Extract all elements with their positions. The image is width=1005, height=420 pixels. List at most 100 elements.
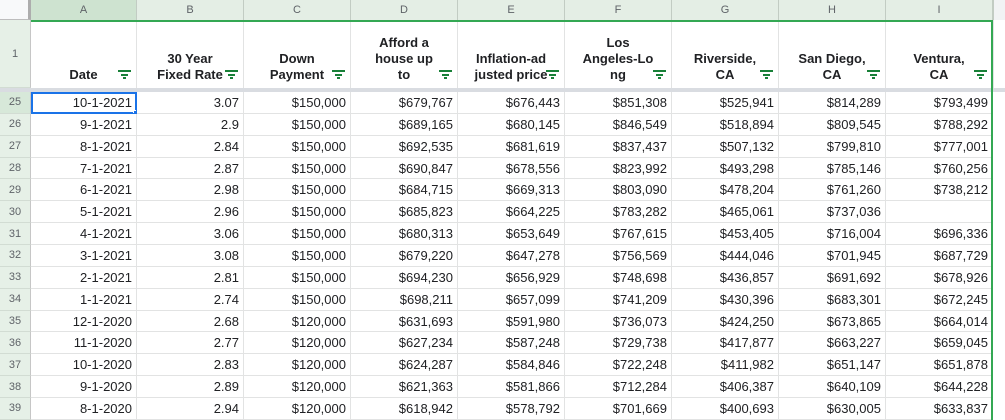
cell-a29[interactable]: 6-1-2021 bbox=[31, 179, 137, 202]
filter-icon[interactable] bbox=[760, 70, 773, 79]
cell-c36[interactable]: $120,000 bbox=[244, 332, 351, 355]
cell-i27[interactable]: $777,001 bbox=[886, 135, 993, 158]
cell-i26[interactable]: $788,292 bbox=[886, 113, 993, 136]
cell-h27[interactable]: $799,810 bbox=[779, 135, 886, 158]
cell-a38[interactable]: 9-1-2020 bbox=[31, 376, 137, 399]
cell-d30[interactable]: $685,823 bbox=[351, 201, 458, 224]
row-header-32[interactable]: 32 bbox=[0, 245, 31, 267]
column-header-g[interactable]: G bbox=[672, 0, 779, 20]
cell-d39[interactable]: $618,942 bbox=[351, 398, 458, 420]
cell-a26[interactable]: 9-1-2021 bbox=[31, 113, 137, 136]
header-cell-b[interactable]: 30 Year Fixed Rate bbox=[137, 20, 244, 88]
cell-a36[interactable]: 11-1-2020 bbox=[31, 332, 137, 355]
column-header-b[interactable]: B bbox=[137, 0, 244, 20]
cell-c33[interactable]: $150,000 bbox=[244, 266, 351, 289]
cell-h30[interactable]: $737,036 bbox=[779, 201, 886, 224]
cell-d34[interactable]: $698,211 bbox=[351, 288, 458, 311]
cell-e33[interactable]: $656,929 bbox=[458, 266, 565, 289]
row-header-30[interactable]: 30 bbox=[0, 201, 31, 224]
filter-icon[interactable] bbox=[546, 70, 559, 79]
cell-b25[interactable]: 3.07 bbox=[137, 92, 244, 114]
row-header-26[interactable]: 26 bbox=[0, 113, 31, 136]
cell-c28[interactable]: $150,000 bbox=[244, 157, 351, 180]
cell-e34[interactable]: $657,099 bbox=[458, 288, 565, 311]
cell-h31[interactable]: $716,004 bbox=[779, 223, 886, 246]
cell-b26[interactable]: 2.9 bbox=[137, 113, 244, 136]
cell-a30[interactable]: 5-1-2021 bbox=[31, 201, 137, 224]
cell-g38[interactable]: $406,387 bbox=[672, 376, 779, 399]
header-cell-e[interactable]: Inflation-ad justed price bbox=[458, 20, 565, 88]
filter-icon[interactable] bbox=[867, 70, 880, 79]
cell-i32[interactable]: $687,729 bbox=[886, 245, 993, 267]
column-header-a[interactable]: A bbox=[31, 0, 137, 20]
cell-g35[interactable]: $424,250 bbox=[672, 310, 779, 333]
row-header-28[interactable]: 28 bbox=[0, 157, 31, 180]
cell-c26[interactable]: $150,000 bbox=[244, 113, 351, 136]
cell-d35[interactable]: $631,693 bbox=[351, 310, 458, 333]
cell-i25[interactable]: $793,499 bbox=[886, 92, 993, 114]
row-header-34[interactable]: 34 bbox=[0, 288, 31, 311]
cell-a28[interactable]: 7-1-2021 bbox=[31, 157, 137, 180]
row-header-25[interactable]: 25 bbox=[0, 92, 31, 114]
cell-g26[interactable]: $518,894 bbox=[672, 113, 779, 136]
row-header-36[interactable]: 36 bbox=[0, 332, 31, 355]
cell-d28[interactable]: $690,847 bbox=[351, 157, 458, 180]
cell-h34[interactable]: $683,301 bbox=[779, 288, 886, 311]
filter-icon[interactable] bbox=[225, 70, 238, 79]
fill-handle[interactable] bbox=[133, 109, 136, 113]
cell-f34[interactable]: $741,209 bbox=[565, 288, 672, 311]
cell-g34[interactable]: $430,396 bbox=[672, 288, 779, 311]
cell-e32[interactable]: $647,278 bbox=[458, 245, 565, 267]
cell-d37[interactable]: $624,287 bbox=[351, 354, 458, 377]
cell-f27[interactable]: $837,437 bbox=[565, 135, 672, 158]
cell-c25[interactable]: $150,000 bbox=[244, 92, 351, 114]
cell-g28[interactable]: $493,298 bbox=[672, 157, 779, 180]
cell-i29[interactable]: $738,212 bbox=[886, 179, 993, 202]
cell-g37[interactable]: $411,982 bbox=[672, 354, 779, 377]
header-cell-f[interactable]: Los Angeles-Lo ng bbox=[565, 20, 672, 88]
cell-f31[interactable]: $767,615 bbox=[565, 223, 672, 246]
header-cell-d[interactable]: Afford a house up to bbox=[351, 20, 458, 88]
filter-icon[interactable] bbox=[118, 70, 131, 79]
cell-c39[interactable]: $120,000 bbox=[244, 398, 351, 420]
cell-c38[interactable]: $120,000 bbox=[244, 376, 351, 399]
cell-a39[interactable]: 8-1-2020 bbox=[31, 398, 137, 420]
cell-i38[interactable]: $644,228 bbox=[886, 376, 993, 399]
cell-d33[interactable]: $694,230 bbox=[351, 266, 458, 289]
cell-a25[interactable]: 10-1-2021 bbox=[31, 92, 137, 114]
cell-d32[interactable]: $679,220 bbox=[351, 245, 458, 267]
filter-icon[interactable] bbox=[332, 70, 345, 79]
cell-e25[interactable]: $676,443 bbox=[458, 92, 565, 114]
cell-i30[interactable] bbox=[886, 201, 993, 224]
cell-f38[interactable]: $712,284 bbox=[565, 376, 672, 399]
cell-h37[interactable]: $651,147 bbox=[779, 354, 886, 377]
row-header-37[interactable]: 37 bbox=[0, 354, 31, 377]
cell-i31[interactable]: $696,336 bbox=[886, 223, 993, 246]
cell-c37[interactable]: $120,000 bbox=[244, 354, 351, 377]
cell-i33[interactable]: $678,926 bbox=[886, 266, 993, 289]
cell-e38[interactable]: $581,866 bbox=[458, 376, 565, 399]
cell-h28[interactable]: $785,146 bbox=[779, 157, 886, 180]
cell-c27[interactable]: $150,000 bbox=[244, 135, 351, 158]
cell-d27[interactable]: $692,535 bbox=[351, 135, 458, 158]
header-cell-c[interactable]: Down Payment bbox=[244, 20, 351, 88]
cell-f39[interactable]: $701,669 bbox=[565, 398, 672, 420]
cell-d38[interactable]: $621,363 bbox=[351, 376, 458, 399]
cell-e39[interactable]: $578,792 bbox=[458, 398, 565, 420]
cell-b32[interactable]: 3.08 bbox=[137, 245, 244, 267]
row-header-1[interactable]: 1 bbox=[0, 20, 31, 88]
header-cell-g[interactable]: Riverside, CA bbox=[672, 20, 779, 88]
cell-b27[interactable]: 2.84 bbox=[137, 135, 244, 158]
cell-i28[interactable]: $760,256 bbox=[886, 157, 993, 180]
cell-c29[interactable]: $150,000 bbox=[244, 179, 351, 202]
cell-i34[interactable]: $672,245 bbox=[886, 288, 993, 311]
cell-h25[interactable]: $814,289 bbox=[779, 92, 886, 114]
filter-icon[interactable] bbox=[439, 70, 452, 79]
cell-h26[interactable]: $809,545 bbox=[779, 113, 886, 136]
cell-b29[interactable]: 2.98 bbox=[137, 179, 244, 202]
row-header-35[interactable]: 35 bbox=[0, 310, 31, 333]
cell-b31[interactable]: 3.06 bbox=[137, 223, 244, 246]
cell-f33[interactable]: $748,698 bbox=[565, 266, 672, 289]
row-header-27[interactable]: 27 bbox=[0, 135, 31, 158]
row-header-38[interactable]: 38 bbox=[0, 376, 31, 399]
